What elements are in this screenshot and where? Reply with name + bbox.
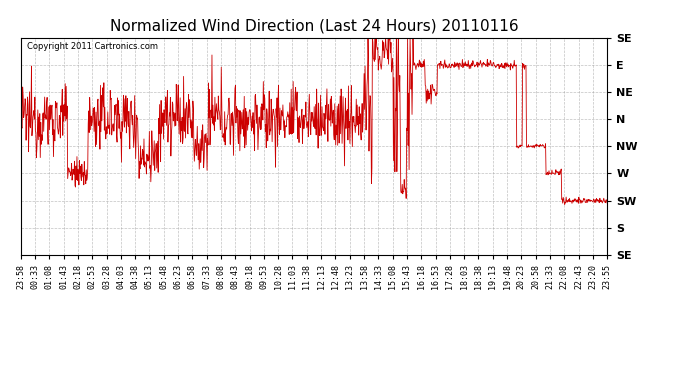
Text: Normalized Wind Direction (Last 24 Hours) 20110116: Normalized Wind Direction (Last 24 Hours… [110, 19, 518, 34]
Text: Copyright 2011 Cartronics.com: Copyright 2011 Cartronics.com [26, 42, 157, 51]
